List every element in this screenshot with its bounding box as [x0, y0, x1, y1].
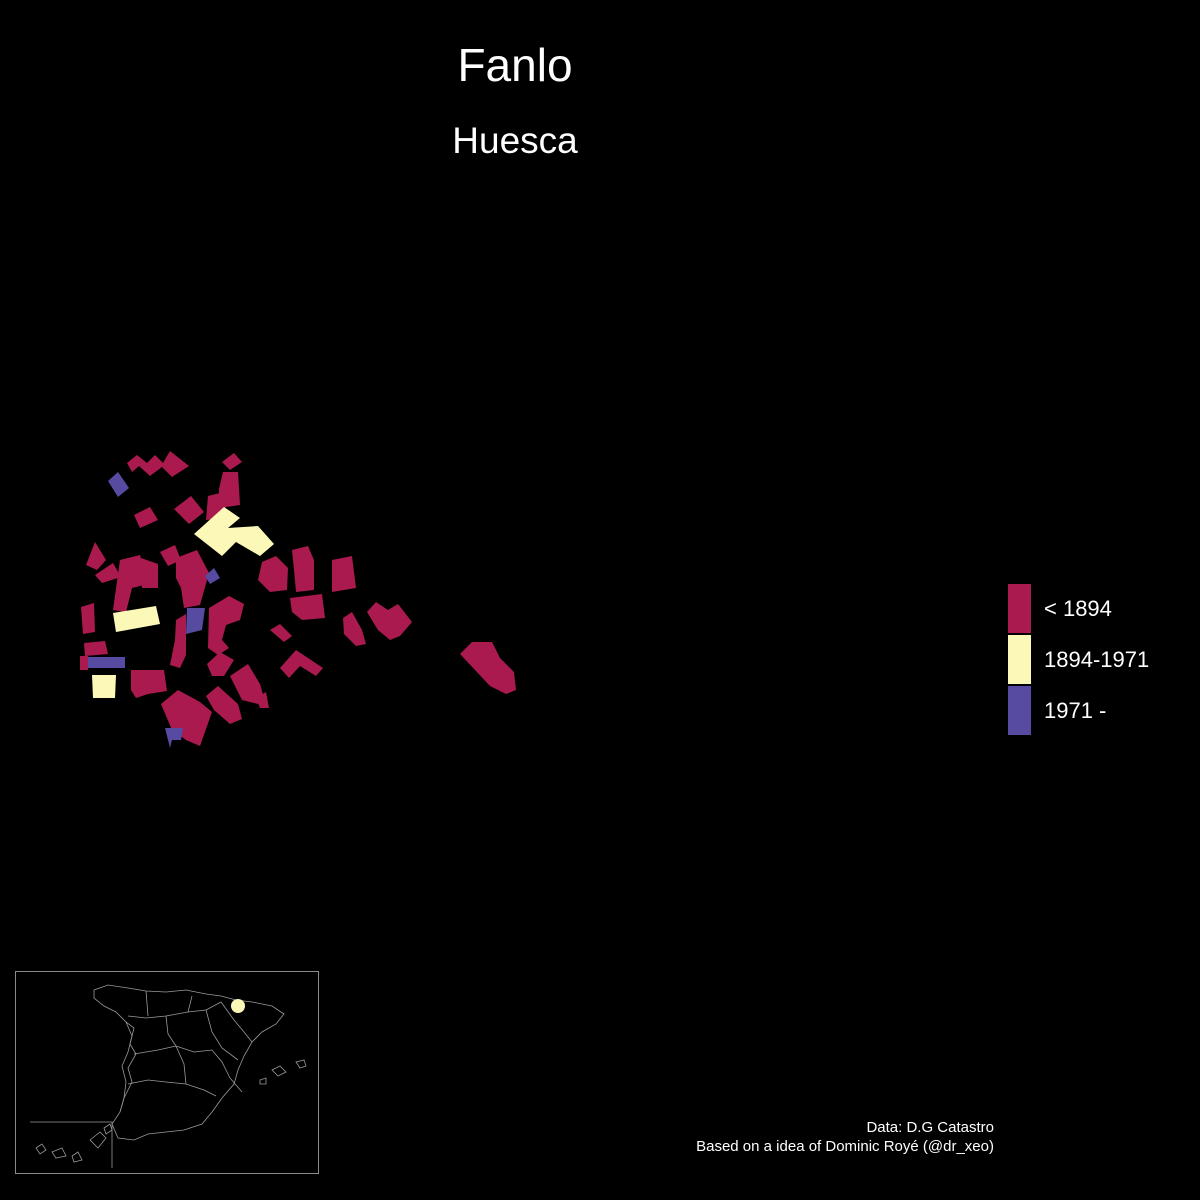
region-boundary: [165, 1015, 177, 1047]
building: [230, 664, 264, 704]
location-marker: [231, 999, 245, 1013]
legend-swatch: [1008, 584, 1031, 633]
building: [84, 641, 108, 656]
building: [256, 692, 269, 708]
building: [205, 568, 220, 584]
canary-islands: [89, 1131, 107, 1149]
map-title: Fanlo: [457, 39, 573, 91]
credits: Data: D.G Catastro Based on a idea of Do…: [696, 1118, 994, 1156]
region-boundary: [127, 1001, 222, 1019]
building: [290, 594, 325, 620]
building: [141, 558, 158, 588]
peninsula-outline: [93, 984, 285, 1141]
building: [113, 555, 148, 612]
legend-swatch: [1008, 686, 1031, 735]
building: [108, 472, 129, 497]
legend-label: < 1894: [1044, 596, 1112, 621]
building: [160, 545, 181, 566]
building: [222, 453, 242, 470]
building: [161, 690, 212, 746]
building: [207, 652, 234, 676]
building: [258, 556, 288, 592]
building: [81, 603, 95, 634]
building: [134, 507, 158, 528]
region-boundary: [127, 1079, 217, 1097]
building: [170, 614, 186, 668]
building: [280, 650, 323, 678]
building: [343, 612, 366, 646]
building: [131, 670, 167, 698]
balearic-islands: [259, 1077, 267, 1085]
region-boundary: [133, 1045, 231, 1079]
portugal-border: [119, 1021, 137, 1113]
building: [206, 686, 242, 724]
legend-label: 1971 -: [1044, 698, 1107, 723]
canary-islands: [103, 1123, 113, 1135]
building: [186, 608, 205, 634]
region-boundary: [175, 1045, 187, 1085]
map-subtitle: Huesca: [452, 120, 578, 161]
canary-inset-frame: [30, 1121, 113, 1168]
buildings-1894-1971: [92, 507, 274, 698]
balearic-islands: [271, 1065, 287, 1077]
building: [292, 546, 314, 592]
building: [174, 496, 204, 524]
building: [270, 624, 292, 642]
balearic-islands: [295, 1059, 307, 1069]
building: [86, 542, 106, 570]
building: [113, 606, 160, 632]
building: [460, 642, 516, 694]
credits-data-source: Data: D.G Catastro: [866, 1119, 994, 1136]
legend-swatch: [1008, 635, 1031, 684]
building: [367, 602, 412, 640]
credits-attribution: Based on a idea of Dominic Royé (@dr_xeo…: [696, 1138, 994, 1155]
building: [127, 451, 189, 477]
building: [92, 675, 116, 698]
spain-outline-map: [30, 984, 307, 1168]
region-boundary: [229, 1077, 243, 1093]
region-boundary: [220, 1001, 253, 1043]
building: [332, 556, 356, 592]
building: [176, 550, 209, 608]
canary-islands: [35, 1143, 47, 1155]
building: [80, 656, 88, 670]
canary-islands: [51, 1147, 67, 1159]
buildings-pre-1894: [80, 451, 516, 746]
building: [88, 657, 125, 668]
legend-label: 1894-1971: [1044, 647, 1150, 672]
region-boundary: [187, 995, 193, 1013]
region-boundary: [145, 990, 149, 1017]
region-boundary: [205, 1009, 239, 1061]
canary-islands: [71, 1151, 83, 1163]
building: [95, 563, 121, 583]
inset-map: [15, 971, 319, 1174]
building: [165, 728, 183, 748]
building: [194, 507, 274, 556]
buildings-post-1971: [88, 472, 220, 748]
building: [208, 596, 244, 655]
